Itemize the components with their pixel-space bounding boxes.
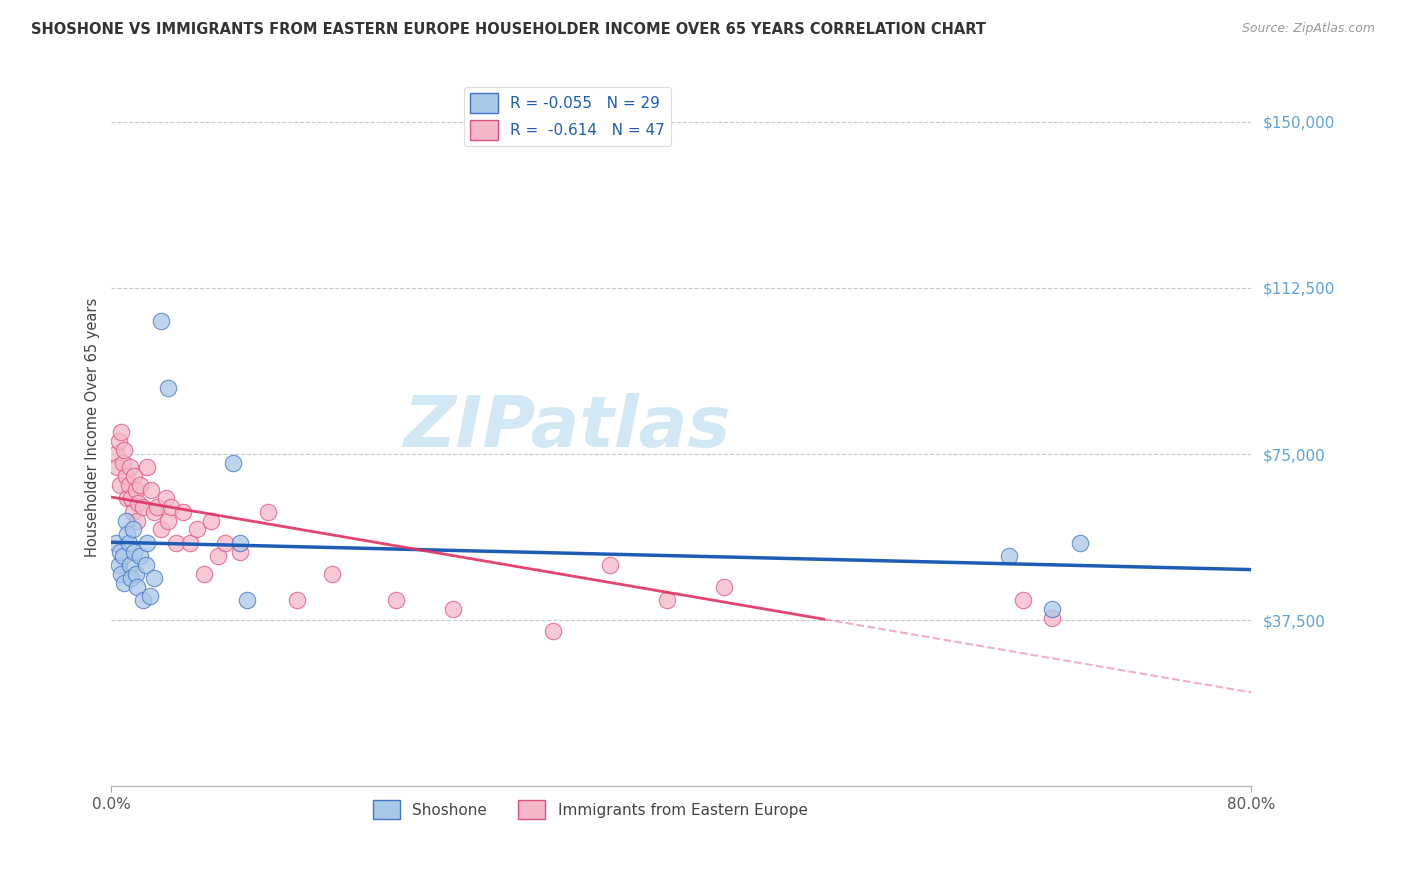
Text: ZIPatlas: ZIPatlas — [404, 393, 731, 462]
Point — [118, 558, 141, 572]
Legend: Shoshone, Immigrants from Eastern Europe: Shoshone, Immigrants from Eastern Europe — [367, 794, 814, 825]
Point — [127, 496, 149, 510]
Point — [129, 549, 152, 563]
Point — [228, 535, 250, 549]
Point — [321, 566, 343, 581]
Point — [385, 593, 408, 607]
Point — [132, 593, 155, 607]
Point — [125, 580, 148, 594]
Point — [139, 589, 162, 603]
Point — [118, 460, 141, 475]
Point — [1012, 593, 1035, 607]
Point — [257, 505, 280, 519]
Point — [221, 456, 243, 470]
Point — [228, 544, 250, 558]
Point — [135, 558, 157, 572]
Point — [186, 523, 208, 537]
Point — [150, 314, 173, 328]
Point — [114, 469, 136, 483]
Point — [124, 483, 146, 497]
Text: Source: ZipAtlas.com: Source: ZipAtlas.com — [1241, 22, 1375, 36]
Point — [155, 491, 177, 506]
Point — [122, 469, 145, 483]
Point — [115, 491, 138, 506]
Point — [108, 478, 131, 492]
Point — [143, 571, 166, 585]
Point — [157, 381, 180, 395]
Point — [136, 460, 159, 475]
Point — [200, 514, 222, 528]
Point — [111, 456, 134, 470]
Point — [115, 526, 138, 541]
Point — [141, 483, 163, 497]
Point — [110, 566, 132, 581]
Point — [214, 535, 236, 549]
Point — [441, 602, 464, 616]
Point — [207, 549, 229, 563]
Point — [121, 523, 143, 537]
Point — [120, 571, 142, 585]
Point — [120, 491, 142, 506]
Point — [172, 505, 194, 519]
Point — [165, 535, 187, 549]
Point — [1040, 602, 1063, 616]
Point — [117, 535, 139, 549]
Point — [655, 593, 678, 607]
Point — [107, 434, 129, 448]
Point — [541, 624, 564, 639]
Point — [179, 535, 201, 549]
Text: SHOSHONE VS IMMIGRANTS FROM EASTERN EUROPE HOUSEHOLDER INCOME OVER 65 YEARS CORR: SHOSHONE VS IMMIGRANTS FROM EASTERN EURO… — [31, 22, 986, 37]
Point — [236, 593, 259, 607]
Point — [112, 575, 135, 590]
Point — [121, 505, 143, 519]
Point — [104, 535, 127, 549]
Point — [193, 566, 215, 581]
Point — [150, 523, 173, 537]
Point — [136, 535, 159, 549]
Point — [122, 544, 145, 558]
Point — [112, 442, 135, 457]
Point — [160, 500, 183, 515]
Point — [114, 514, 136, 528]
Point — [1069, 535, 1091, 549]
Y-axis label: Householder Income Over 65 years: Householder Income Over 65 years — [86, 298, 100, 558]
Point — [104, 447, 127, 461]
Point — [132, 500, 155, 515]
Point — [110, 425, 132, 439]
Point — [998, 549, 1021, 563]
Point — [129, 478, 152, 492]
Point — [105, 460, 128, 475]
Point — [285, 593, 308, 607]
Point — [111, 549, 134, 563]
Point — [125, 514, 148, 528]
Point — [1040, 611, 1063, 625]
Point — [107, 558, 129, 572]
Point — [117, 478, 139, 492]
Point — [108, 544, 131, 558]
Point — [124, 566, 146, 581]
Point — [143, 505, 166, 519]
Point — [146, 500, 169, 515]
Point — [157, 514, 180, 528]
Point — [599, 558, 621, 572]
Point — [713, 580, 735, 594]
